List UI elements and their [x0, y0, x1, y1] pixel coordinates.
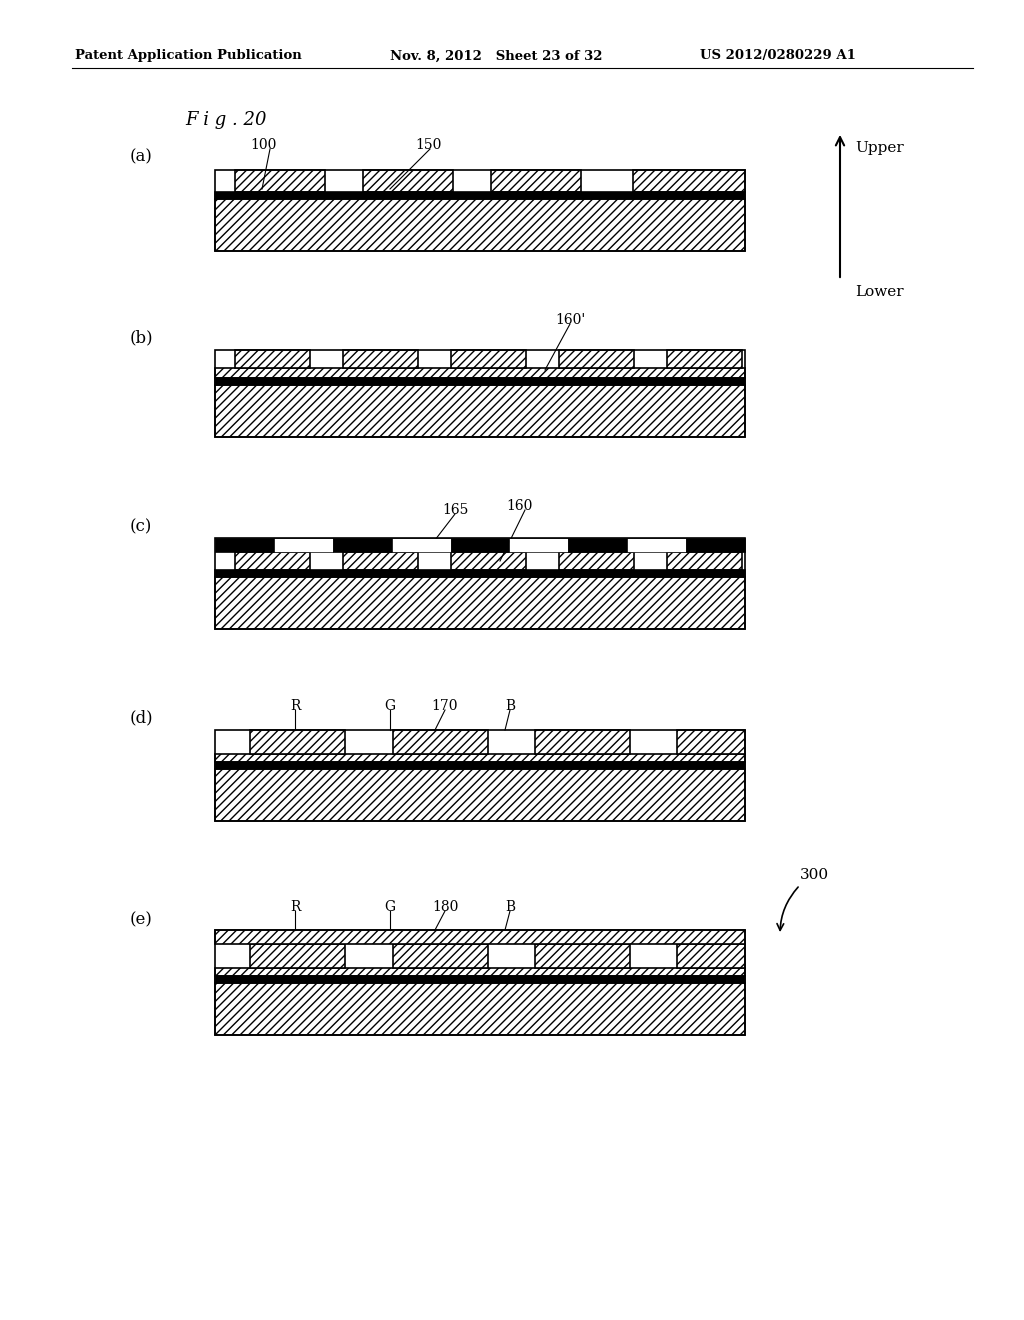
- Bar: [333, 539, 391, 552]
- Text: (c): (c): [130, 519, 153, 536]
- Bar: [451, 539, 510, 552]
- Bar: [568, 539, 628, 552]
- Bar: [215, 570, 745, 577]
- Bar: [250, 944, 345, 968]
- Bar: [633, 170, 745, 191]
- Bar: [215, 170, 745, 251]
- Bar: [343, 350, 418, 368]
- Text: Nov. 8, 2012   Sheet 23 of 32: Nov. 8, 2012 Sheet 23 of 32: [390, 49, 602, 62]
- Bar: [362, 170, 453, 191]
- Bar: [393, 730, 488, 754]
- Bar: [215, 199, 745, 251]
- Text: B: B: [505, 700, 515, 713]
- Bar: [215, 368, 745, 378]
- Bar: [451, 552, 526, 570]
- Text: (a): (a): [130, 149, 153, 165]
- Bar: [215, 539, 745, 630]
- Bar: [490, 170, 581, 191]
- Text: 160': 160': [555, 313, 586, 327]
- Text: Upper: Upper: [855, 141, 904, 154]
- Text: G: G: [384, 700, 395, 713]
- Bar: [677, 944, 745, 968]
- Text: Patent Application Publication: Patent Application Publication: [75, 49, 302, 62]
- Text: B: B: [505, 900, 515, 913]
- Bar: [393, 944, 488, 968]
- Bar: [234, 552, 310, 570]
- Text: G: G: [384, 900, 395, 913]
- Bar: [273, 539, 333, 552]
- Bar: [215, 350, 745, 437]
- Bar: [535, 730, 630, 754]
- Bar: [250, 730, 345, 754]
- Text: 300: 300: [800, 869, 829, 882]
- Text: (b): (b): [130, 330, 154, 346]
- Text: 170: 170: [432, 700, 459, 713]
- Bar: [510, 539, 568, 552]
- Bar: [391, 539, 451, 552]
- Bar: [234, 170, 325, 191]
- Text: US 2012/0280229 A1: US 2012/0280229 A1: [700, 49, 856, 62]
- Text: (e): (e): [130, 912, 153, 928]
- Bar: [686, 539, 745, 552]
- Bar: [628, 539, 686, 552]
- Bar: [559, 552, 634, 570]
- Bar: [215, 983, 745, 1035]
- Bar: [677, 730, 745, 754]
- Bar: [215, 191, 745, 199]
- Bar: [667, 552, 742, 570]
- Bar: [451, 350, 526, 368]
- Bar: [215, 385, 745, 437]
- Text: 180: 180: [432, 900, 458, 913]
- Bar: [215, 539, 273, 552]
- Bar: [215, 730, 745, 821]
- Text: 160: 160: [507, 499, 534, 513]
- Text: 150: 150: [415, 139, 441, 152]
- Bar: [343, 552, 418, 570]
- Bar: [667, 350, 742, 368]
- Bar: [215, 754, 745, 762]
- Bar: [535, 944, 630, 968]
- Bar: [215, 577, 745, 630]
- Text: R: R: [290, 900, 300, 913]
- Bar: [215, 770, 745, 821]
- Bar: [215, 378, 745, 385]
- Bar: [559, 350, 634, 368]
- Bar: [215, 762, 745, 770]
- Text: (d): (d): [130, 710, 154, 726]
- Bar: [215, 968, 745, 975]
- Text: 165: 165: [441, 503, 468, 517]
- Bar: [215, 931, 745, 944]
- Bar: [215, 975, 745, 983]
- Bar: [215, 931, 745, 1035]
- Text: R: R: [290, 700, 300, 713]
- Bar: [234, 350, 310, 368]
- Text: F i g . 20: F i g . 20: [185, 111, 266, 129]
- Text: 100: 100: [250, 139, 276, 152]
- Text: Lower: Lower: [855, 285, 903, 300]
